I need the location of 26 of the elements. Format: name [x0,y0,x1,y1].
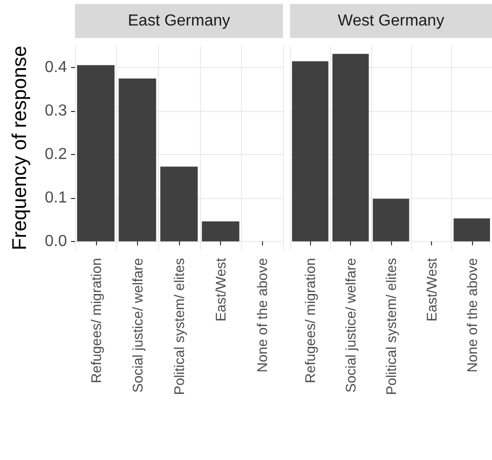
x-tick-label: None of the above [254,258,270,372]
x-tick-label: None of the above [464,258,480,372]
x-tick-label: Political system/ elites [383,258,399,395]
chart-title: East Germany [128,12,230,30]
x-tick-label: East/West [212,258,229,322]
y-axis-title: Frequency of response [9,46,31,250]
y-tick-label: 0.2 [44,146,68,164]
chart-title: West Germany [338,12,444,30]
bar [454,218,490,242]
y-tick-label: 0.3 [44,102,68,120]
bar [332,54,369,242]
y-tick-label: 0.0 [44,232,68,250]
x-tick-label: Refugees/ migration [302,258,318,384]
bar [372,198,410,242]
x-tick-label: Social justice/ welfare [342,258,359,393]
x-tick-label: Political system/ elites [171,258,187,395]
y-tick-label: 0.1 [44,189,68,206]
y-tick-label: 0.4 [44,59,68,76]
x-tick-label: Refugees/ migration [88,258,104,384]
bar [77,65,115,242]
bar [160,166,198,242]
x-tick-label: East/West [423,258,440,322]
bar [202,221,240,242]
bar [118,78,156,242]
bar [292,61,328,242]
x-tick-label: Social justice/ welfare [129,258,146,393]
